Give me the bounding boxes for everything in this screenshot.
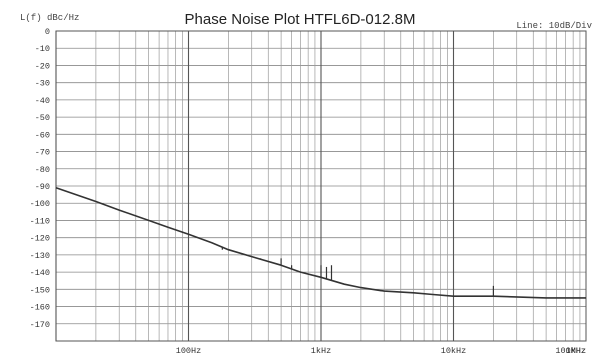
y-tick-label: -170 (30, 320, 50, 330)
grid (55, 30, 586, 342)
y-tick-label: -150 (30, 285, 50, 295)
plot-frame (55, 30, 587, 342)
scale-label: Line: 10dB/Div (516, 21, 592, 31)
y-unit-label: L(f) dBc/Hz (20, 13, 79, 23)
y-tick-label: -80 (35, 165, 50, 175)
y-tick-label: -40 (35, 96, 50, 106)
spur-group (221, 247, 494, 297)
y-tick-label: -140 (30, 268, 50, 278)
y-tick-label: -110 (30, 216, 50, 226)
y-tick-label: -120 (30, 234, 50, 244)
y-tick-label: -70 (35, 148, 50, 158)
x-tick-label: 1MHz (566, 346, 586, 356)
y-tick-label: -60 (35, 130, 50, 140)
x-tick-label: 1kHz (311, 346, 331, 356)
y-tick-label: -160 (30, 303, 50, 313)
y-tick-label: -90 (35, 182, 50, 192)
y-tick-label: -130 (30, 251, 50, 261)
phase-noise-line (55, 186, 586, 299)
x-tick-label: 100Hz (176, 346, 202, 356)
y-tick-label: -10 (35, 44, 50, 54)
y-tick-label: 0 (45, 27, 50, 37)
y-tick-label: -20 (35, 61, 50, 71)
x-tick-label: 100kHz (555, 346, 586, 356)
y-tick-label: -50 (35, 113, 50, 123)
series-group (55, 186, 586, 299)
x-tick-label: 10kHz (441, 346, 467, 356)
y-tick-label: -100 (30, 199, 50, 209)
axis-tick-labels: 0 -10 -20 -30 -40 -50 -60 -70 -80 -90 -100 -110 -120… (30, 27, 586, 356)
chart-title: Phase Noise Plot HTFL6D-012.8M (185, 11, 416, 28)
y-tick-label: -30 (35, 79, 50, 89)
